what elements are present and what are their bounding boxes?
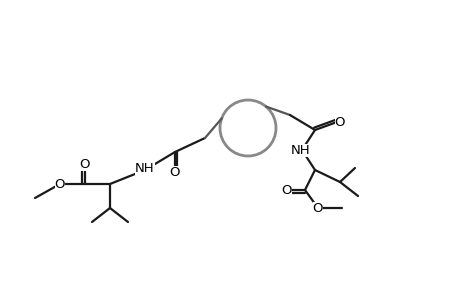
Text: O: O [79,158,90,170]
Text: O: O [169,166,180,178]
Text: O: O [281,184,291,196]
Text: O: O [334,116,345,128]
Text: O: O [312,202,323,214]
Text: O: O [55,178,65,190]
Text: NH: NH [135,161,155,175]
Text: NH: NH [291,143,310,157]
